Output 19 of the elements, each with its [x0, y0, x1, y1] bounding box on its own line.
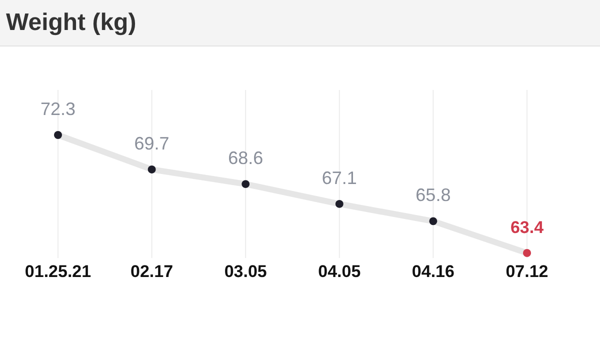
data-label: 65.8	[416, 185, 451, 206]
point	[335, 200, 344, 208]
point	[429, 217, 438, 226]
data-label: 69.7	[134, 133, 170, 154]
data-label: 68.6	[228, 148, 264, 168]
x-tick-label: 04.05	[318, 262, 361, 281]
point	[242, 180, 250, 188]
x-tick-label: 07.12	[506, 262, 548, 281]
point	[148, 165, 156, 174]
x-tick-label: 03.05	[224, 262, 267, 281]
data-label: 67.1	[322, 168, 357, 188]
x-tick-label: 01.25.21	[24, 262, 92, 281]
chart-title: Weight (kg)	[6, 9, 136, 36]
data-label: 63.4	[510, 218, 544, 237]
x-tick-label: 04.16	[412, 262, 454, 281]
x-tick-label: 02.17	[130, 262, 174, 281]
point	[54, 131, 62, 139]
data-label: 72.3	[40, 99, 76, 119]
point	[523, 249, 531, 257]
